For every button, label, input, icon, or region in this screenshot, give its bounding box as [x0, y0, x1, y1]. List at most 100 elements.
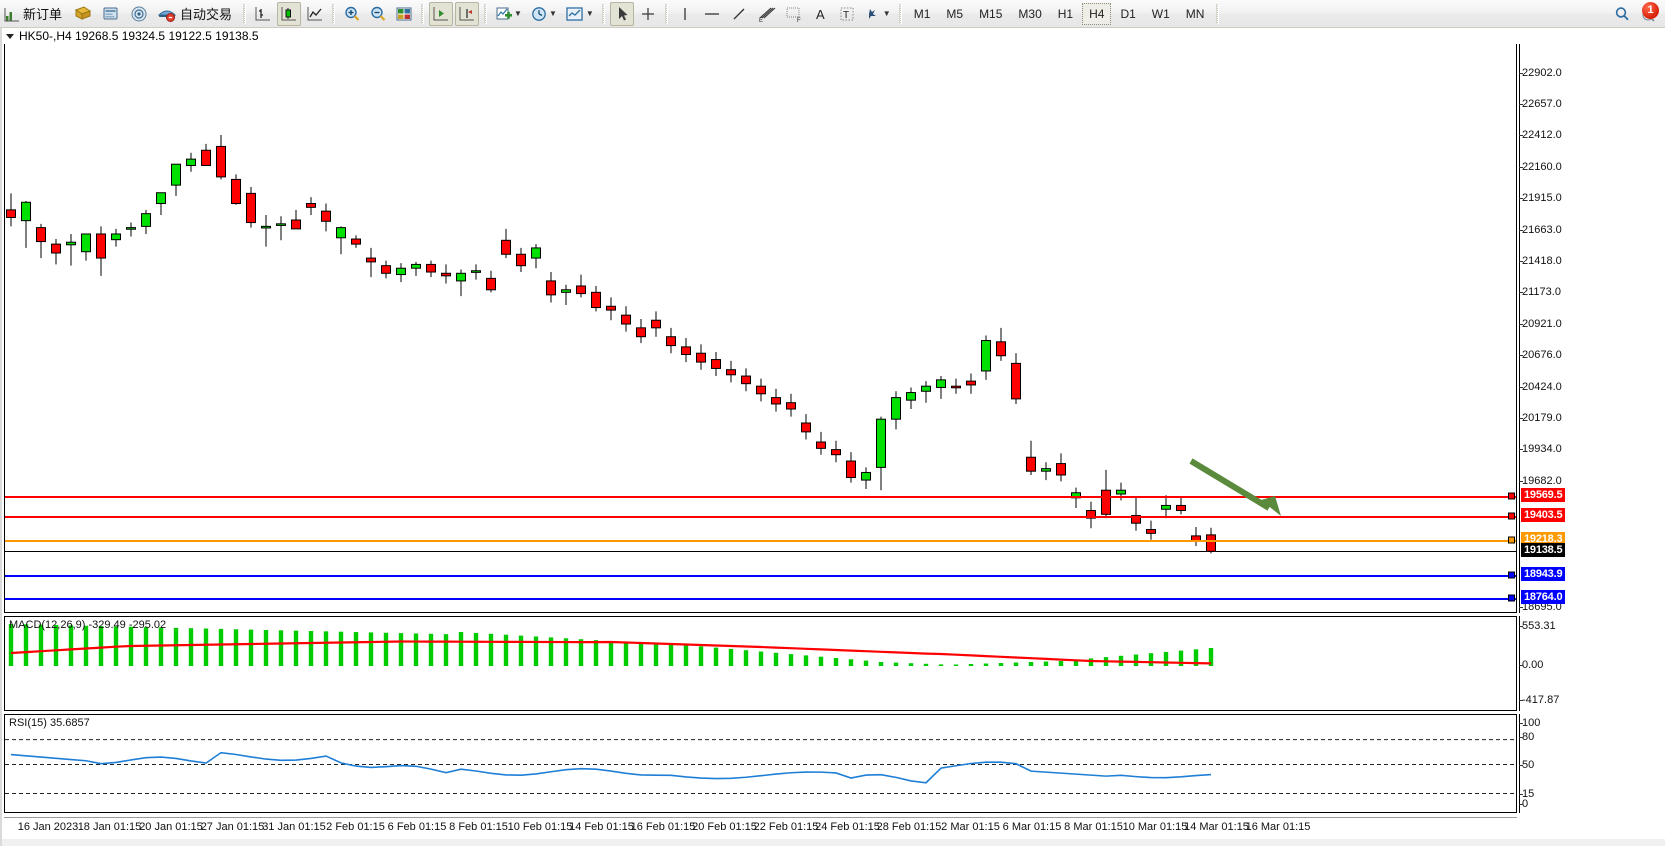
price-tag-resistance-1[interactable]: 19569.5 — [1521, 488, 1566, 502]
trendline-button[interactable] — [727, 2, 751, 26]
timeframe-w1[interactable]: W1 — [1145, 3, 1177, 25]
macd-histogram-bar — [83, 625, 89, 666]
macd-histogram-bar — [23, 624, 29, 666]
data-window-button[interactable] — [98, 2, 124, 26]
time-axis-label: 14 Feb 01:15 — [569, 821, 634, 833]
price-axis-tick: 21663.0 — [1519, 224, 1562, 237]
macd-histogram-bar — [998, 663, 1004, 666]
horizontal-line-button[interactable] — [699, 2, 725, 26]
price-pane[interactable] — [4, 30, 1517, 613]
macd-pane[interactable]: MACD(12,26,9) -329.49 -295.02 — [4, 616, 1517, 711]
macd-histogram-bar — [743, 650, 749, 666]
price-level-support-2[interactable] — [5, 598, 1516, 600]
macd-histogram-bar — [158, 627, 164, 666]
auto-trading-button[interactable]: 自动交易 — [154, 2, 238, 26]
shapes-button[interactable]: ▼ — [861, 2, 894, 26]
price-tag-support-2[interactable]: 18764.0 — [1521, 590, 1566, 604]
line-chart-button[interactable] — [303, 2, 327, 26]
templates-button[interactable]: ▼ — [562, 2, 597, 26]
bar-chart-icon — [255, 6, 271, 20]
search-button[interactable] — [1610, 2, 1634, 26]
price-level-handle[interactable] — [1508, 512, 1515, 520]
candle — [636, 327, 646, 338]
time-axis-label: 16 Mar 01:15 — [1245, 821, 1311, 833]
price-level-resistance-1[interactable] — [5, 496, 1516, 498]
macd-histogram-bar — [668, 644, 674, 666]
time-axis[interactable]: 16 Jan 2023 18 Jan 01:15 20 Jan 01:15 27 Ja… — [4, 817, 1517, 839]
toolbar-separator — [664, 3, 668, 24]
expert-advisors-button[interactable] — [70, 2, 96, 26]
macd-histogram-bar — [233, 629, 239, 666]
bar-chart-button[interactable] — [251, 2, 275, 26]
text-label-button[interactable]: T — [835, 2, 859, 26]
timeframe-d1[interactable]: D1 — [1113, 3, 1142, 25]
chart-shift-button[interactable] — [429, 1, 454, 26]
candle — [951, 385, 961, 389]
price-tag-bid-price[interactable]: 19138.5 — [1521, 543, 1566, 557]
price-level-entry-level[interactable] — [5, 540, 1516, 542]
macd-histogram-bar — [473, 632, 479, 666]
price-tag-resistance-2[interactable]: 19403.5 — [1521, 508, 1566, 522]
candlestick-series — [6, 135, 1216, 554]
crosshair-button[interactable] — [636, 2, 660, 26]
time-axis-label: 20 Jan 01:15 — [139, 821, 203, 833]
auto-trading-label: 自动交易 — [180, 7, 233, 22]
candle — [1011, 362, 1021, 400]
macd-histogram-bar — [803, 655, 809, 666]
price-level-handle[interactable] — [1508, 571, 1515, 579]
price-level-support-1[interactable] — [5, 575, 1516, 577]
chevron-down-icon[interactable] — [6, 33, 14, 39]
candle — [96, 233, 106, 259]
price-axis[interactable]: 23154.022902.022657.022412.022160.021915… — [1519, 30, 1665, 613]
price-level-resistance-2[interactable] — [5, 516, 1516, 518]
cursor-button[interactable] — [609, 1, 634, 26]
auto-scroll-button[interactable] — [455, 1, 480, 26]
channel-button[interactable]: F — [781, 2, 807, 26]
timeframe-m30[interactable]: M30 — [1011, 3, 1048, 25]
macd-histogram-bar — [833, 658, 839, 666]
chevron-down-icon[interactable]: ▼ — [585, 9, 594, 18]
navigator-button[interactable] — [126, 2, 152, 26]
timeframe-h1[interactable]: H1 — [1051, 3, 1080, 25]
chart-grid-button[interactable] — [392, 2, 416, 26]
price-level-handle[interactable] — [1508, 594, 1515, 602]
vertical-line-button[interactable] — [673, 2, 697, 26]
period-button[interactable]: ▼ — [527, 2, 560, 26]
chevron-down-icon[interactable]: ▼ — [882, 9, 891, 18]
zoom-out-button[interactable] — [366, 2, 390, 26]
rsi-pane[interactable]: RSI(15) 35.6857 — [4, 714, 1517, 813]
candlestick-chart-button[interactable] — [277, 1, 302, 26]
price-level-bid-price[interactable] — [5, 551, 1516, 552]
fibonacci-button[interactable]: E — [753, 2, 779, 26]
price-axis-tick: 22412.0 — [1519, 129, 1562, 142]
toolbar-separator — [421, 3, 425, 24]
toolbar-separator — [898, 3, 902, 24]
toolbar-separator — [332, 3, 336, 24]
timeframe-mn[interactable]: MN — [1179, 3, 1212, 25]
text-button[interactable]: A — [809, 2, 833, 26]
rsi-tick: 80 — [1518, 731, 1535, 743]
cursor-icon — [618, 6, 628, 20]
zoom-in-button[interactable] — [340, 2, 364, 26]
alerts-button[interactable]: 1 — [1636, 1, 1664, 26]
price-level-handle[interactable] — [1508, 492, 1515, 500]
price-level-handle[interactable] — [1508, 536, 1515, 544]
toolbar-separator — [1216, 3, 1220, 24]
rsi-axis[interactable]: 100 80 50 15 0 — [1518, 714, 1665, 813]
chevron-down-icon[interactable]: ▼ — [548, 9, 557, 18]
macd-axis[interactable]: 553.31 0.00 -417.87 — [1518, 616, 1665, 711]
candle — [246, 192, 256, 224]
timeframe-m15[interactable]: M15 — [972, 3, 1009, 25]
add-indicator-button[interactable]: ▼ — [492, 2, 525, 26]
vertical-line-icon — [684, 7, 686, 20]
timeframe-m5[interactable]: M5 — [939, 3, 970, 25]
price-tag-entry-level[interactable]: 19218.3 — [1521, 532, 1566, 546]
new-order-button[interactable]: 新订单 — [1, 2, 68, 26]
macd-histogram-bar — [218, 628, 224, 666]
timeframe-m1[interactable]: M1 — [907, 3, 938, 25]
chevron-down-icon[interactable]: ▼ — [514, 9, 522, 18]
macd-histogram-bar — [518, 635, 524, 666]
candle — [21, 201, 31, 222]
timeframe-h4[interactable]: H4 — [1082, 2, 1112, 25]
price-tag-support-1[interactable]: 18943.9 — [1521, 567, 1566, 581]
